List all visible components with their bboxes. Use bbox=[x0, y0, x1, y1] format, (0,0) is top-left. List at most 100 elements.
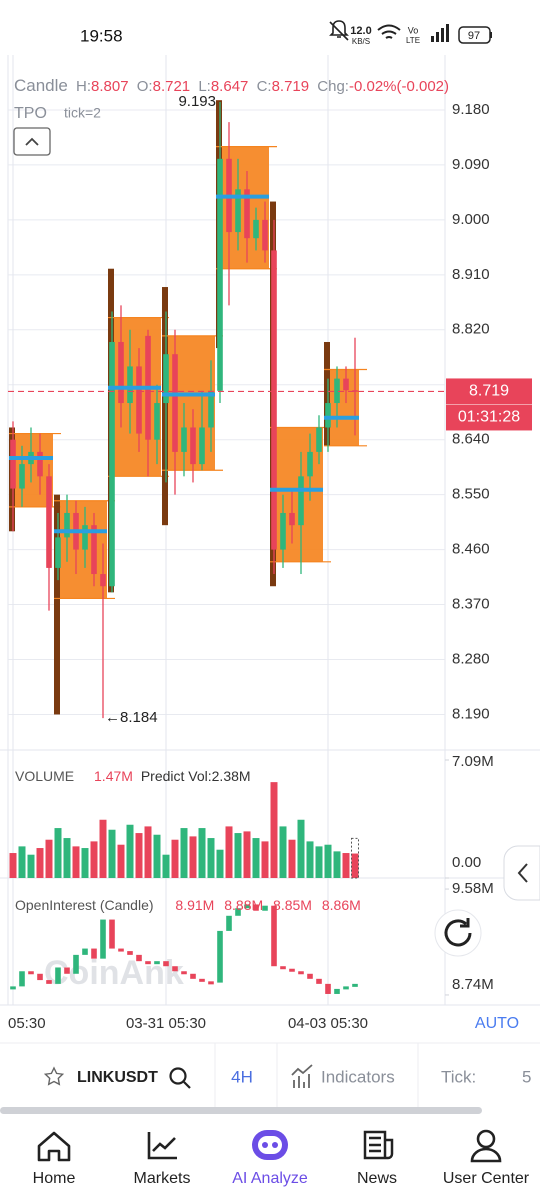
refresh-arrow bbox=[460, 918, 470, 928]
nav-ai[interactable]: AI Analyze bbox=[232, 1130, 308, 1187]
oi-candle bbox=[217, 930, 223, 983]
volume-bar bbox=[216, 849, 224, 878]
stat-label: Chg: bbox=[317, 78, 349, 95]
candle-body bbox=[289, 512, 295, 526]
indicators-icon[interactable] bbox=[291, 1064, 313, 1088]
oi-candle bbox=[289, 968, 295, 972]
refresh-circle[interactable] bbox=[434, 909, 482, 957]
candle-body bbox=[172, 354, 178, 452]
volume-bar bbox=[270, 782, 278, 878]
stat-value: 8.647 bbox=[211, 78, 249, 95]
candle-body bbox=[307, 451, 313, 477]
candle-body bbox=[136, 366, 142, 434]
countdown: 01:31:28 bbox=[458, 409, 520, 426]
oi-ma: 8.85M bbox=[273, 897, 312, 913]
oi-candle bbox=[136, 954, 142, 962]
side-tab-body[interactable] bbox=[503, 845, 540, 901]
refresh-arc bbox=[444, 919, 472, 947]
stat-value: 8.721 bbox=[153, 78, 191, 95]
indicators[interactable]: Indicators bbox=[321, 1067, 395, 1086]
refresh-button[interactable] bbox=[434, 909, 482, 957]
volume-legend: VOLUME 1.47M Predict Vol:2.38M bbox=[15, 768, 251, 784]
nav-home[interactable]: Home bbox=[33, 1131, 76, 1187]
oi-candle bbox=[208, 981, 214, 985]
y-tick-label: 8.550 bbox=[452, 486, 490, 503]
nav-label[interactable]: User Center bbox=[443, 1170, 530, 1187]
oi-candle bbox=[262, 905, 268, 911]
volume-bar bbox=[9, 853, 17, 878]
volume-bar bbox=[234, 833, 242, 878]
candle-body bbox=[325, 403, 331, 428]
user-head bbox=[476, 1129, 496, 1149]
oi-candle bbox=[73, 954, 79, 974]
oi-candle bbox=[271, 905, 277, 967]
volume-bar bbox=[36, 848, 44, 878]
volume-title: VOLUME bbox=[15, 768, 74, 784]
collapse-box[interactable] bbox=[13, 127, 51, 156]
volume-bar bbox=[243, 831, 251, 878]
nav-label[interactable]: News bbox=[357, 1170, 397, 1187]
volume-bar bbox=[108, 829, 116, 878]
axis-mode[interactable]: AUTO bbox=[475, 1015, 519, 1032]
volume-bar bbox=[18, 846, 26, 878]
tick-value[interactable]: 5 bbox=[522, 1067, 531, 1086]
tick-label: Tick: bbox=[441, 1067, 476, 1086]
oi-candle bbox=[100, 919, 106, 959]
stat-label: L: bbox=[198, 78, 211, 95]
search-lens[interactable] bbox=[169, 1067, 187, 1085]
nav-label[interactable]: Markets bbox=[134, 1170, 191, 1187]
nav-markets[interactable]: Markets bbox=[134, 1132, 191, 1187]
extreme-label: 9.193 bbox=[178, 93, 216, 110]
oi-candle bbox=[28, 971, 34, 975]
y-tick-label: 8.280 bbox=[452, 650, 490, 667]
ai-eye bbox=[262, 1142, 268, 1148]
search-icon[interactable] bbox=[169, 1067, 191, 1089]
oi-candle bbox=[145, 961, 151, 965]
volume-bar bbox=[171, 839, 179, 878]
battery-tip bbox=[490, 32, 492, 38]
oi-candle bbox=[82, 948, 88, 955]
tpo-column bbox=[324, 341, 330, 446]
oi-candle bbox=[343, 986, 349, 990]
oi-candle bbox=[55, 967, 61, 984]
nav-news[interactable]: News bbox=[357, 1130, 397, 1187]
volume-bar bbox=[117, 844, 125, 878]
oi-candle bbox=[190, 973, 196, 979]
volume-bar bbox=[324, 844, 332, 878]
predict-volume bbox=[351, 837, 359, 879]
nav-user[interactable]: User Center bbox=[443, 1129, 530, 1187]
stat-value: 8.719 bbox=[272, 78, 310, 95]
y-tick-label: 8.460 bbox=[452, 541, 490, 558]
stat-value: -0.02%(-0.002) bbox=[349, 78, 449, 95]
stat-label: H: bbox=[76, 78, 91, 95]
oi-ma: 8.86M bbox=[322, 897, 361, 913]
y-tick-label: 7.09M bbox=[452, 753, 494, 770]
volume-bar bbox=[198, 828, 206, 878]
volume-bar bbox=[189, 836, 197, 878]
candle-body bbox=[82, 525, 88, 550]
nav-label[interactable]: AI Analyze bbox=[232, 1170, 308, 1187]
x-tick-label: 04-03 05:30 bbox=[288, 1015, 368, 1032]
oi-candle bbox=[109, 919, 115, 949]
side-tab[interactable] bbox=[503, 845, 540, 901]
favorite-star[interactable] bbox=[43, 1066, 65, 1086]
volume-bar bbox=[180, 828, 188, 878]
extreme-label: ←8.184 bbox=[105, 709, 158, 726]
y-tick-label: 8.74M bbox=[452, 976, 494, 993]
volte-bottom: LTE bbox=[406, 36, 420, 45]
stat-label: C: bbox=[257, 78, 272, 95]
candle-body bbox=[118, 341, 124, 404]
wifi-icon bbox=[377, 24, 401, 39]
interval[interactable]: 4H bbox=[231, 1067, 253, 1086]
symbol[interactable]: LINKUSDT bbox=[77, 1069, 158, 1086]
stat-label: O: bbox=[137, 78, 153, 95]
oi-title: OpenInterest (Candle) bbox=[15, 897, 154, 913]
volume-last: 1.47M bbox=[94, 768, 133, 784]
nav-label[interactable]: Home bbox=[33, 1170, 76, 1187]
oi-candle bbox=[352, 983, 358, 987]
y-tick-label: 8.640 bbox=[452, 431, 490, 448]
collapse-button[interactable] bbox=[13, 127, 51, 156]
y-tick-label: 8.370 bbox=[452, 596, 490, 613]
